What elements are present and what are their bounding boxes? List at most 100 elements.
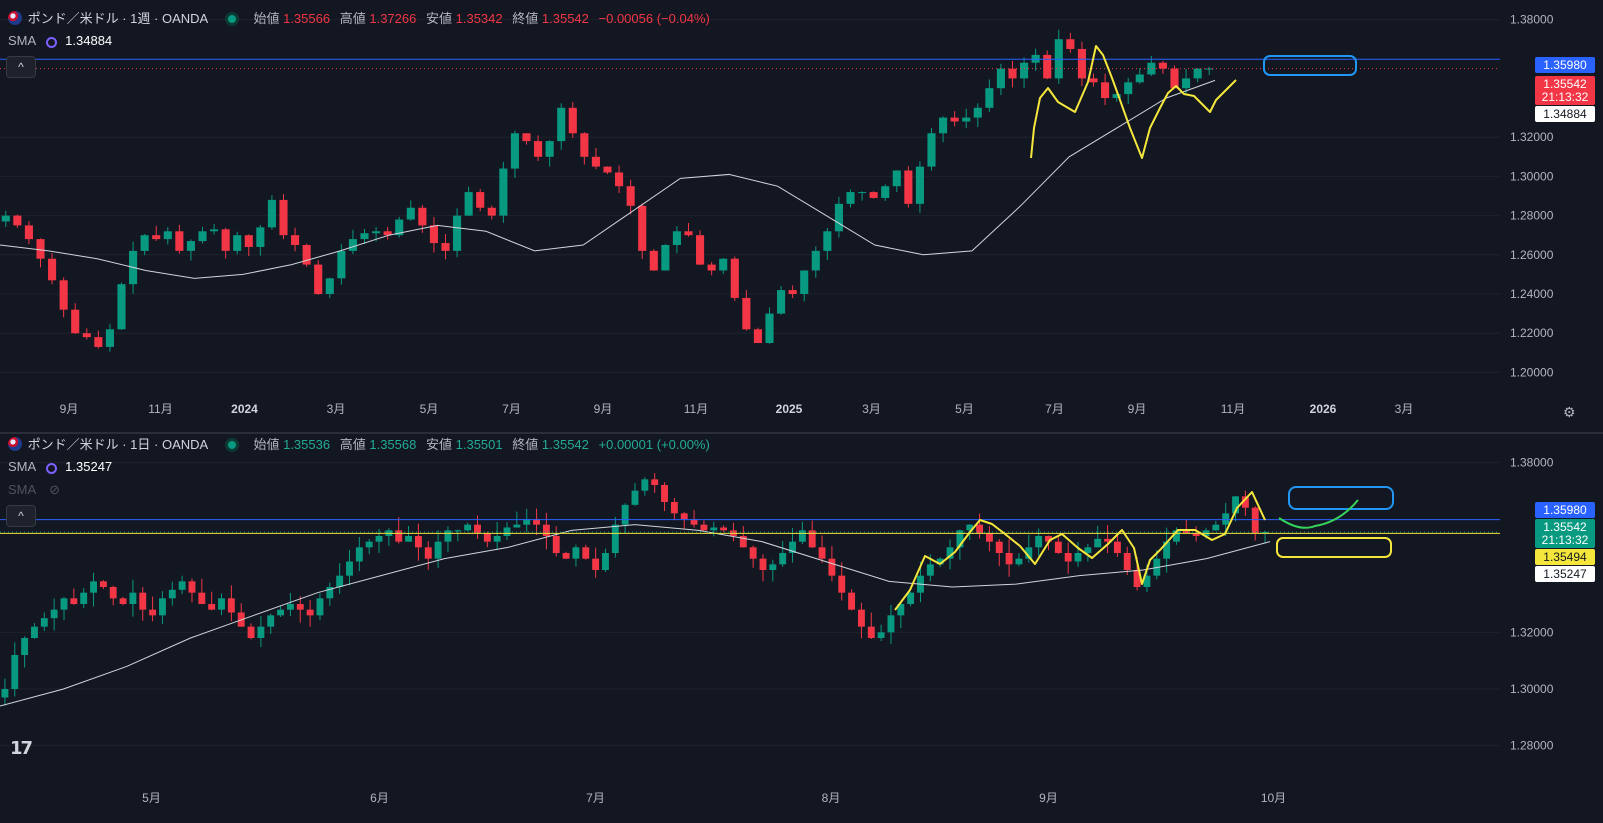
x-tick-label: 2026 [1310,402,1337,416]
candle-body [720,527,728,531]
sma-legend[interactable]: SMA 1.35247 [8,459,112,474]
sma-legend[interactable]: SMA 1.34884 [8,33,112,48]
gear-icon[interactable]: ⚙ [1563,404,1576,420]
symbol-title[interactable]: ポンド／米ドル · 1日 · OANDA [27,437,209,452]
candle-body [198,231,207,242]
candle-body [962,117,971,122]
candle-body [591,156,600,167]
change-value: +0.00001 (+0.00%) [598,437,710,452]
candle-body [1094,538,1102,548]
candle-body [48,258,57,281]
price-tag: 21:13:32 [1535,532,1595,548]
candle-body [552,536,560,553]
x-tick-label: 11月 [148,402,172,416]
x-tick-label: 9月 [1128,402,1147,416]
sma-settings-icon[interactable] [46,37,58,48]
candle-body [94,337,103,347]
weekly-chart-pane[interactable]: 1.38000 1.32000 1.30000 1.28000 1.26000 1.240… [0,0,1603,434]
candle-body [267,199,276,228]
candle-body [186,241,195,251]
candle-body [1084,547,1092,553]
tradingview-logo-icon[interactable]: 17 [10,738,33,759]
candle-body [1077,49,1086,79]
candle-body [499,168,508,216]
close-value: 1.35542 [541,437,589,452]
candle-body [70,598,78,604]
candle-body [59,280,68,310]
eye-off-icon[interactable]: ⊘ [49,482,60,497]
x-tick-label: 9月 [60,402,79,416]
x-tick-label: 9月 [594,402,613,416]
x-tick-label: 2025 [776,402,803,416]
zigzag-drawing [894,491,1266,611]
candle-body [372,231,381,234]
candle-body [626,186,635,206]
candle-body [50,609,58,619]
candle-body [557,107,566,142]
collapse-legend-button[interactable]: ^ [6,505,36,527]
candle-body [375,536,383,542]
sma-settings-icon[interactable] [46,463,58,474]
daily-chart-pane[interactable]: 1.38000 1.32000 1.30000 1.28000 5月 6月 7月 8月 9月 10… [0,434,1603,823]
symbol-title[interactable]: ポンド／米ドル · 1週 · OANDA [27,11,209,26]
candle-body [858,192,867,194]
candle-body [355,547,363,562]
candle-body [453,215,462,251]
candle-body [80,592,88,604]
sma-line [0,524,1271,707]
candle-body [1,689,9,698]
candle-body [1064,553,1072,562]
candle-body [1025,547,1033,559]
candle-body [395,219,404,236]
weekly-chart-canvas[interactable]: 1.38000 1.32000 1.30000 1.28000 1.26000 1.240… [0,0,1603,432]
candle-body [1,215,10,222]
candle-body [418,207,427,226]
candle-body [296,604,304,610]
candle-body [441,243,450,251]
candle-body [336,575,344,587]
candle-body [808,530,816,548]
x-tick-label: 7月 [1045,402,1064,416]
candle-body [710,527,718,531]
candle-body [846,192,855,204]
price-tag: 1.35247 [1535,566,1595,582]
candle-body [476,192,485,208]
candle-body [848,592,856,610]
sma-hidden-legend[interactable]: SMA ⊘ [8,482,60,498]
candle-body [950,117,959,122]
candle-body [869,192,878,198]
candle-body [661,485,668,502]
x-tick-label: 9月 [1039,791,1058,805]
candle-body [1089,78,1098,83]
candle-body [434,541,442,559]
sma-value: 1.35247 [65,459,113,474]
price-tag: 1.35980 [1535,57,1595,73]
candle-body [1005,553,1013,565]
close-label: 終値 [512,11,539,26]
price-tag: 1.35980 [1535,502,1595,518]
candle-body [291,235,300,245]
candle-body [21,638,29,655]
candle-body [1147,62,1156,75]
candle-body [765,313,774,343]
candle-body [684,231,693,236]
candle-body [60,598,68,610]
candle-body [277,609,285,616]
candle-body [314,264,323,294]
candle-body [749,547,757,559]
daily-chart-canvas[interactable]: 1.38000 1.32000 1.30000 1.28000 5月 6月 7月 8月 9月 10… [0,434,1603,823]
candle-body [1251,507,1259,534]
candle-body [24,225,33,240]
candle-body [1020,62,1029,79]
collapse-legend-button[interactable]: ^ [6,56,36,78]
candle-body [360,233,369,240]
open-label: 始値 [253,437,280,452]
high-value: 1.35568 [369,437,417,452]
candle-body [823,231,832,251]
candle-body [719,258,728,271]
candle-body [337,250,346,279]
candle-body [1163,541,1171,559]
candle-body [36,239,45,259]
candle-body [1112,94,1121,98]
candle-body [1066,39,1075,49]
